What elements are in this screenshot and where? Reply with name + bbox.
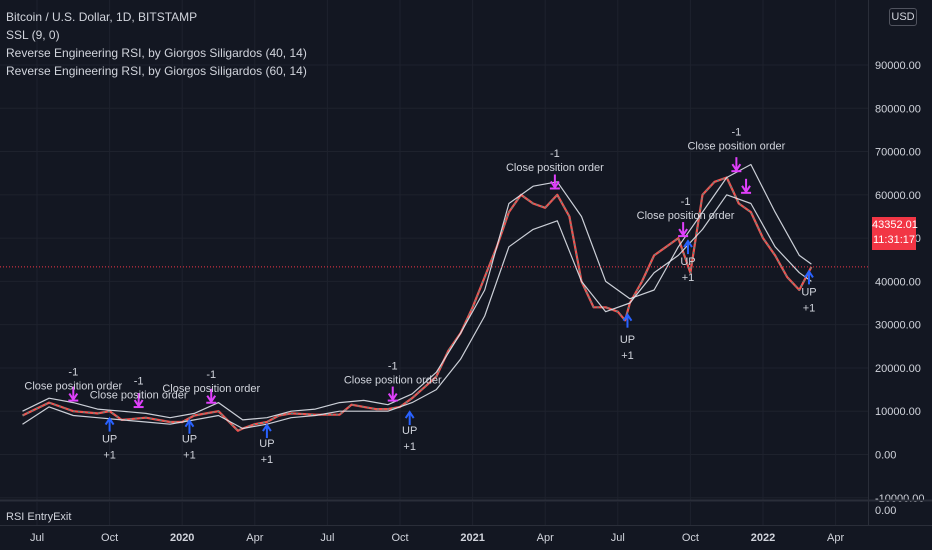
x-tick-label[interactable]: Jul [30, 532, 44, 544]
buy-arrow-head-icon [104, 416, 115, 426]
y-tick-label: 80000.00 [875, 103, 921, 115]
y-tick-label: 20000.00 [875, 363, 921, 375]
up-signal-count: +1 [621, 350, 634, 362]
ssl-upper-line[interactable] [22, 163, 812, 421]
close-order-count: -1 [206, 369, 216, 381]
buy-arrow-head-icon [404, 410, 415, 419]
y-tick-label: 40000.00 [875, 276, 921, 288]
buy-arrow-head-icon [683, 239, 693, 248]
close-position-label: Close position order [162, 383, 260, 395]
up-signal-label: UP [182, 434, 197, 446]
close-position-label: Close position order [344, 374, 442, 386]
y-tick-label: 0.00 [875, 450, 896, 462]
up-signal-count: +1 [261, 454, 274, 466]
up-signal-count: +1 [803, 302, 816, 314]
close-order-count: -1 [388, 360, 398, 372]
x-tick-label[interactable]: 2022 [751, 532, 775, 544]
buy-arrow-head-icon [622, 312, 633, 322]
close-position-label: Close position order [637, 210, 735, 222]
up-signal-label: UP [620, 334, 635, 346]
y-tick-label: -10000.00 [875, 493, 925, 505]
up-signal-label: UP [680, 256, 695, 268]
up-signal-label: UP [801, 286, 816, 298]
legend-ssl-indicator[interactable]: SSL (9, 0) [6, 28, 60, 42]
close-order-count: -1 [68, 367, 78, 379]
buy-arrow-head-icon [184, 418, 195, 428]
y-tick-label: 30000.00 [875, 320, 921, 332]
close-order-count: -1 [731, 127, 741, 139]
x-tick-label[interactable]: 2021 [460, 532, 484, 544]
x-tick-label[interactable]: Jul [320, 532, 334, 544]
legend-rsi-indicator-40[interactable]: Reverse Engineering RSI, by Giorgos Sili… [6, 46, 307, 60]
buy-arrow-head-icon [262, 423, 272, 432]
x-tick-label[interactable]: Oct [682, 532, 699, 544]
close-position-label: Close position order [506, 162, 604, 174]
x-tick-label[interactable]: Oct [101, 532, 118, 544]
y-tick-label: 70000.00 [875, 147, 921, 159]
up-signal-count: +1 [103, 450, 116, 462]
x-tick-label[interactable]: Apr [827, 532, 844, 544]
close-order-count: -1 [550, 148, 560, 160]
legend-rsi-indicator-60[interactable]: Reverse Engineering RSI, by Giorgos Sili… [6, 64, 307, 78]
close-order-count: -1 [134, 375, 144, 387]
last-price-tag: 43352.01 11:31:17 [872, 217, 918, 250]
close-position-label: Close position order [24, 381, 122, 393]
close-position-label: Close position order [687, 141, 785, 153]
y-tick-label: 90000.00 [875, 60, 921, 72]
y-tick-label: 10000.00 [875, 406, 921, 418]
up-signal-count: +1 [682, 272, 695, 284]
currency-button[interactable]: USD [889, 8, 917, 26]
up-signal-count: +1 [403, 441, 416, 453]
x-tick-label[interactable]: 2020 [170, 532, 194, 544]
legend-symbol-title[interactable]: Bitcoin / U.S. Dollar, 1D, BITSTAMP [6, 10, 198, 24]
y-tick-label: 60000.00 [875, 190, 921, 202]
up-signal-label: UP [259, 438, 274, 450]
close-position-label: Close position order [90, 389, 188, 401]
up-signal-count: +1 [183, 450, 196, 462]
close-order-count: -1 [681, 196, 691, 208]
up-signal-label: UP [102, 434, 117, 446]
x-tick-label[interactable]: Oct [391, 532, 408, 544]
x-tick-label[interactable]: Apr [246, 532, 263, 544]
x-tick-label[interactable]: Jul [611, 532, 625, 544]
rsi-pane-label[interactable]: RSI EntryExit [6, 511, 72, 523]
chart-legend: Bitcoin / U.S. Dollar, 1D, BITSTAMP SSL … [6, 8, 307, 80]
bar-countdown: 11:31:17 [872, 234, 915, 246]
last-price-value: 43352.01 [872, 219, 918, 231]
x-tick-label[interactable]: Apr [537, 532, 554, 544]
rsi-axis-label: 0.00 [875, 505, 896, 517]
up-signal-label: UP [402, 425, 417, 437]
price-candles-path[interactable] [22, 176, 813, 432]
ssl-lower-line[interactable] [22, 194, 812, 430]
buy-arrow-head-icon [804, 269, 814, 278]
